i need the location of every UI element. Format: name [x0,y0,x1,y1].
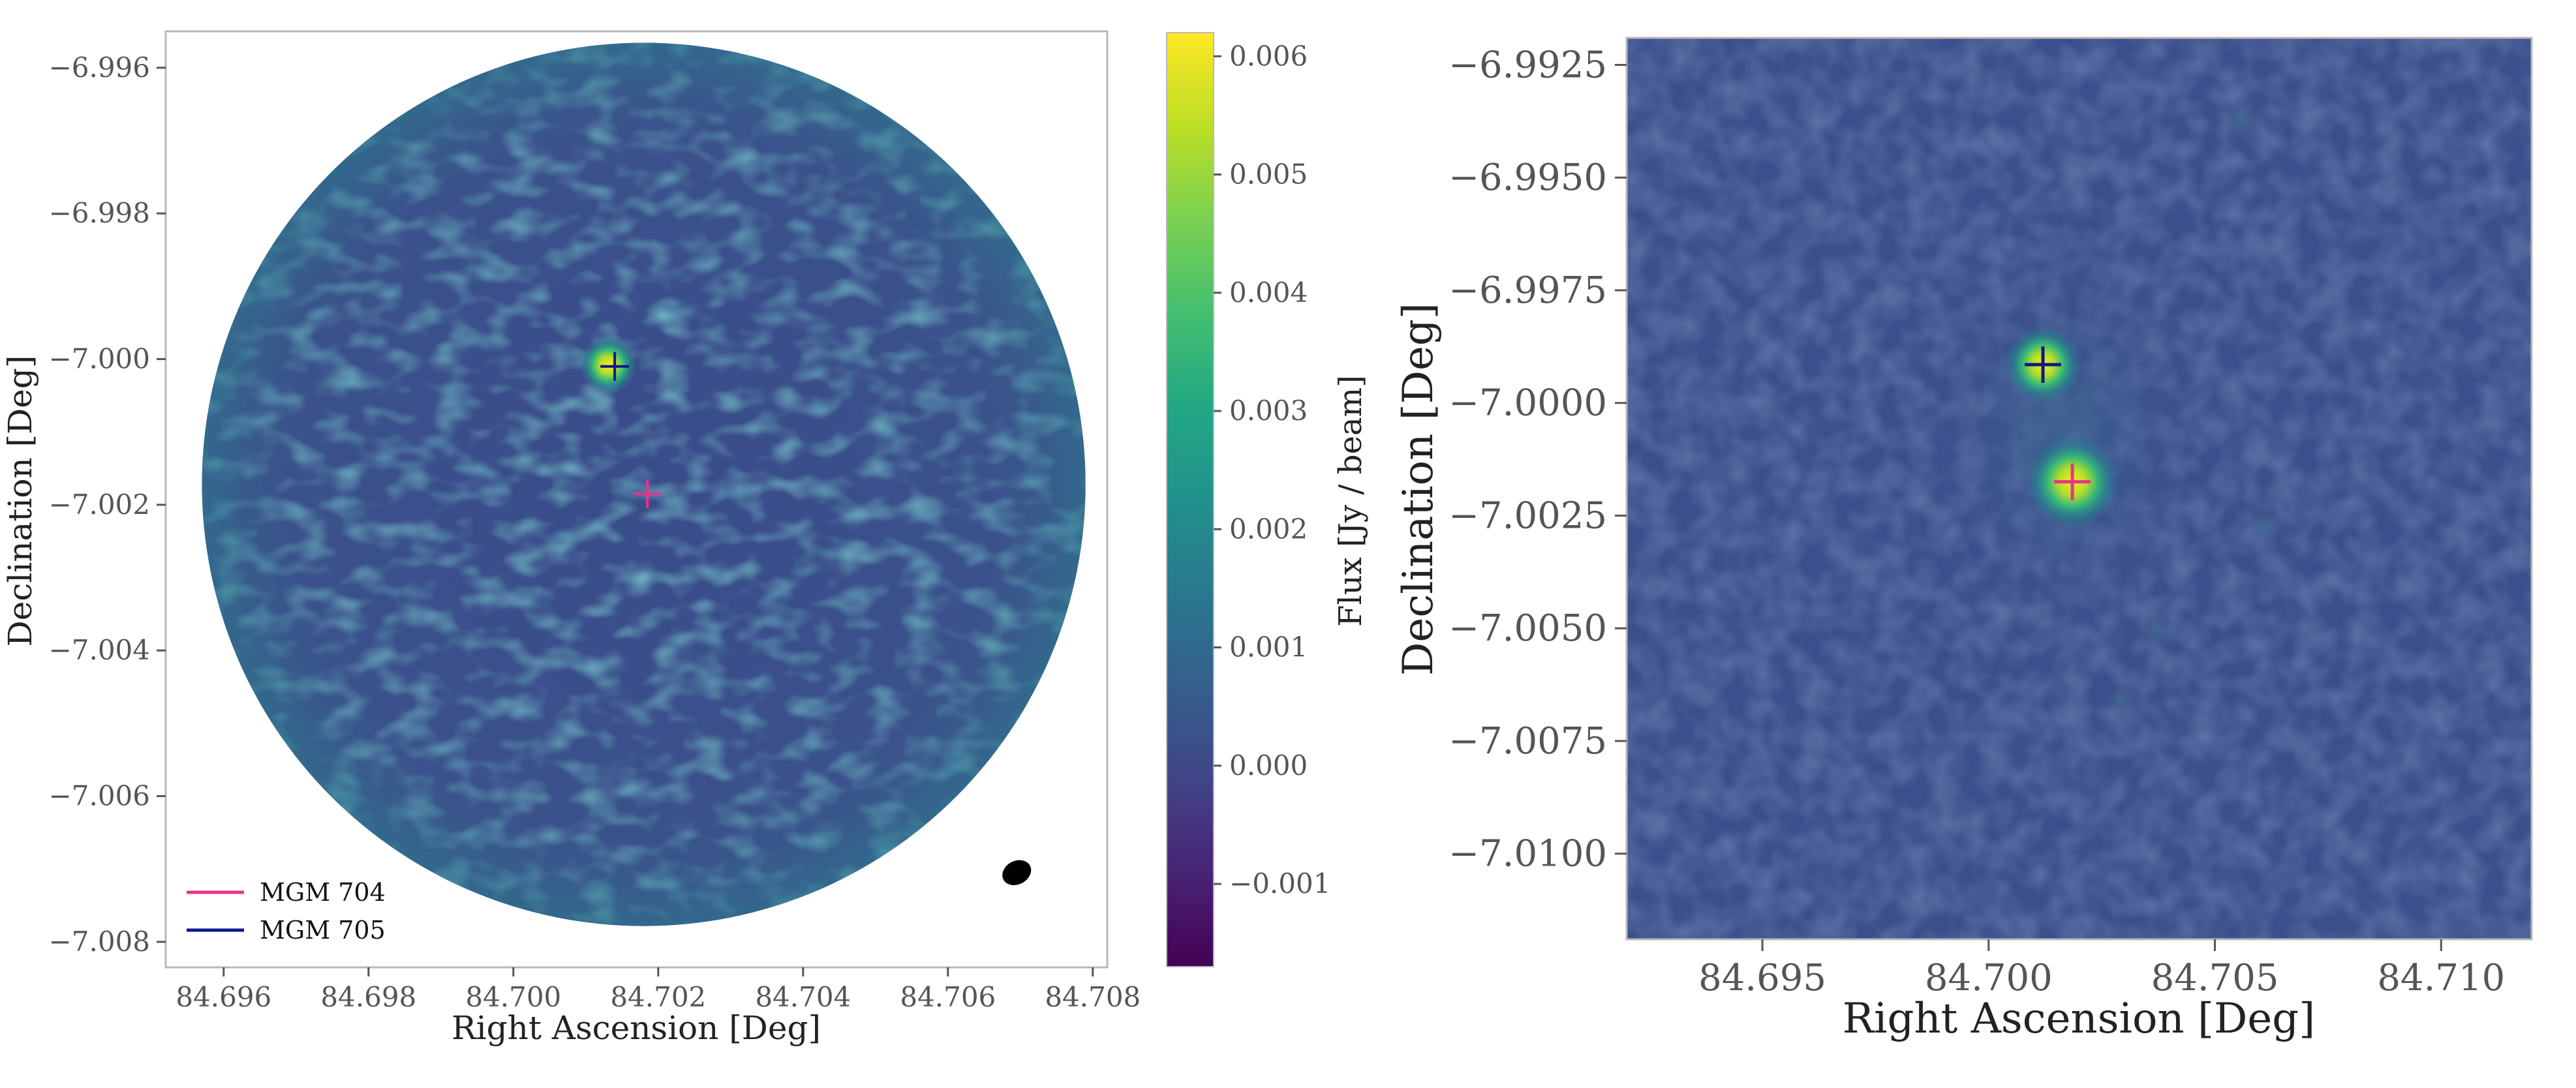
faint-source-feature [2139,611,2173,646]
colorbar-gradient [1166,32,1214,967]
colorbar-tick-label: 0.006 [1229,40,1308,72]
left-x-tick-label: 84.700 [465,981,561,1013]
left-y-tick-label: −7.006 [49,780,150,812]
colorbar-tick-label: 0.001 [1229,631,1308,663]
colorbar-tick-label: 0.003 [1229,395,1308,427]
field-disk-edge-shade [202,42,1086,926]
right-y-tick-label: −6.9925 [1449,44,1607,86]
colorbar-tick-label: 0.002 [1229,513,1308,545]
left-y-tick-label: −7.008 [49,926,150,958]
left-field-disk [202,42,1086,926]
right-y-tick-label: −6.9950 [1449,157,1607,199]
faint-source-feature [2247,507,2282,542]
left-legend: MGM 704 MGM 705 [187,878,386,944]
left-y-tick-label: −7.002 [49,489,150,521]
legend-label-mgm-704: MGM 704 [260,878,386,907]
right-y-axis-label: Declination [Deg] [1394,303,1443,676]
colorbar-tick-label: 0.005 [1229,159,1308,190]
left-y-axis-label: Declination [Deg] [1,355,39,647]
source-marker-mgm-705 [600,352,630,381]
left-panel-radio-map: 84.696 84.698 84.700 84.702 84.704 84.706 84.7… [1,30,1141,1047]
colorbar-tick-label: −0.001 [1229,868,1330,899]
left-y-tick-label: −7.000 [49,343,150,375]
faint-source-feature [2225,102,2260,136]
beam-ellipse [1002,860,1032,886]
left-x-tick-label: 84.706 [900,981,996,1013]
legend-label-mgm-705: MGM 705 [260,916,386,944]
left-x-tick-label: 84.702 [610,981,706,1013]
right-panel-image: 84.695 84.700 84.705 84.710 −6.9925 −6.9950 −… [1394,37,2533,1043]
right-x-axis-label: Right Ascension [Deg] [1843,995,2315,1043]
right-y-tick-label: −7.0100 [1449,833,1607,875]
faint-source-feature [2102,683,2137,718]
right-y-tick-label: −7.0075 [1449,720,1607,763]
left-x-tick-label: 84.698 [320,981,416,1013]
colorbar-tick-label: 0.000 [1229,749,1308,781]
left-y-tick-label: −7.004 [49,634,150,666]
right-y-tick-label: −6.9975 [1449,269,1607,312]
extended-emission-glow [1914,240,2215,632]
right-plot-frame [1625,37,2533,941]
source-marker-mgm-704 [633,479,662,509]
right-x-tick-label: 84.705 [2151,957,2279,999]
left-y-tick-label: −6.998 [49,197,150,229]
left-x-axis-label: Right Ascension [Deg] [452,1009,821,1047]
right-x-tick-label: 84.710 [2377,957,2505,999]
left-y-tick-label: −6.996 [49,52,150,83]
left-x-tick-label: 84.704 [755,981,851,1013]
colorbar-label: Flux [Jy / beam] [1332,375,1369,627]
source-marker-mgm-704 [2054,463,2091,500]
colorbar: −0.001 0.000 0.001 0.002 0.003 0.004 0.005 0.00… [1166,32,1369,967]
left-x-tick-label: 84.696 [176,981,271,1013]
right-x-tick-label: 84.700 [1925,957,2053,999]
right-y-tick-label: −7.0000 [1449,382,1607,425]
right-y-tick-label: −7.0025 [1449,494,1607,537]
right-x-tick-label: 84.695 [1698,957,1826,999]
source-marker-mgm-705 [2025,346,2062,383]
left-x-tick-label: 84.708 [1045,981,1141,1013]
colorbar-tick-label: 0.004 [1229,277,1308,309]
right-y-tick-label: −7.0050 [1449,607,1607,650]
